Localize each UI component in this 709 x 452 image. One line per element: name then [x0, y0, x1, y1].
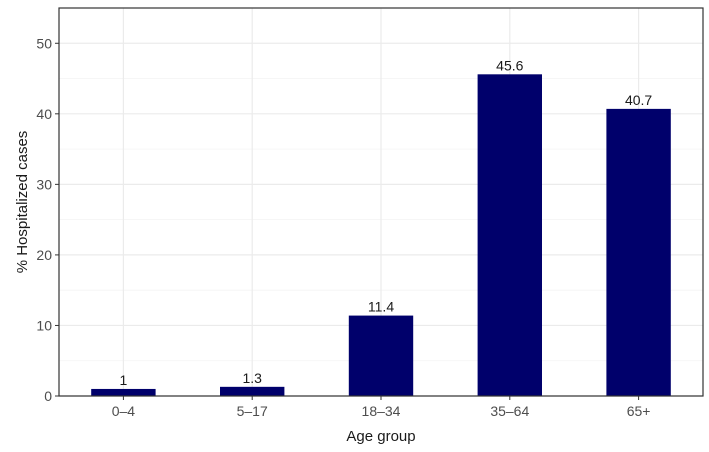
- y-axis: 0 10 20 30 40 50: [36, 35, 59, 404]
- bar: [477, 74, 542, 396]
- y-tick-label: 30: [36, 176, 52, 192]
- x-axis-title: Age group: [346, 428, 415, 445]
- bar: [91, 388, 156, 396]
- bar-value-label: 40.7: [625, 92, 652, 108]
- x-tick-label: 5–17: [237, 403, 268, 419]
- bar-value-label: 1: [120, 372, 128, 388]
- y-tick-label: 0: [44, 388, 52, 404]
- y-tick-label: 20: [36, 247, 52, 263]
- bar: [348, 315, 414, 396]
- x-axis: 0–4 5–17 18–34 35–64 65+: [112, 396, 651, 419]
- bar: [606, 108, 671, 396]
- y-tick-label: 50: [36, 35, 52, 51]
- x-tick-label: 0–4: [112, 403, 136, 419]
- bar-value-label: 45.6: [496, 57, 523, 73]
- x-tick-label: 35–64: [490, 403, 529, 419]
- y-tick-label: 10: [36, 317, 52, 333]
- bar-value-label: 11.4: [368, 299, 394, 315]
- bar-value-label: 1.3: [242, 370, 262, 386]
- x-tick-label: 18–34: [362, 403, 401, 419]
- bars: [91, 74, 671, 396]
- y-tick-label: 40: [36, 106, 52, 122]
- bar: [220, 386, 285, 396]
- data-labels: 1 1.3 11.4 45.6 40.7: [120, 57, 653, 388]
- y-axis-title: % Hospitalized cases: [14, 131, 31, 274]
- panel-border: [58, 7, 704, 397]
- x-tick-label: 65+: [627, 403, 651, 419]
